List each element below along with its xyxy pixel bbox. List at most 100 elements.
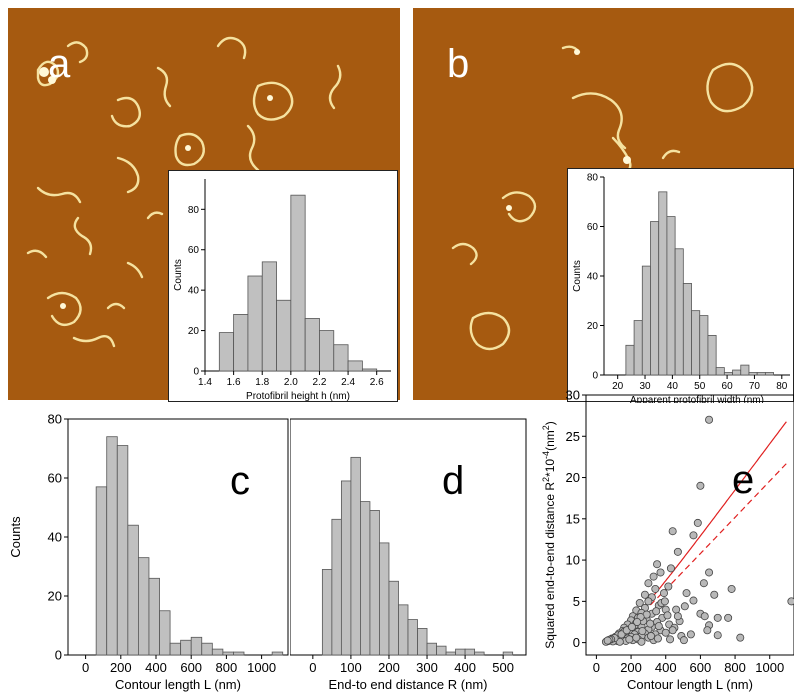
x-axis-label-c: Contour length L (nm) <box>115 677 241 692</box>
scatter-point-17 <box>713 613 722 622</box>
bar-b-10 <box>707 334 717 376</box>
bar-c-13 <box>233 651 245 656</box>
scatter-point-115 <box>679 636 688 645</box>
histogram-b-svg: 20 30 40 50 60 70 80 0 20 40 60 80 Apparent protofib… <box>572 173 790 403</box>
bar-a-4 <box>276 299 292 372</box>
y-tick-label-c-3: 60 <box>48 471 62 486</box>
x-tick-label-c-5: 1000 <box>247 660 276 675</box>
bar-a-1 <box>233 314 249 372</box>
scatter-point-7 <box>666 564 675 573</box>
y-axis-label-e-part-0: Squared end-to-end distance R <box>543 482 557 649</box>
bar-d-4 <box>360 501 371 656</box>
bar-c-12 <box>222 651 234 656</box>
x-tick-label-d-3: 300 <box>416 660 438 675</box>
scatter-point-8 <box>705 568 714 577</box>
y-axis-label-c: Counts <box>8 516 23 558</box>
bar-a-10 <box>361 368 378 372</box>
x-tick-label-a-4: 2.2 <box>313 377 327 388</box>
scatter-e-svg: 0 200 400 600 800 1000 0 5 10 15 20 25 30 Contour len… <box>541 390 794 692</box>
x-axis-label-a: Protofibril height h (nm) <box>246 391 350 402</box>
scatter-point-0 <box>787 597 794 606</box>
y-axis-label-e-part-4: (nm <box>543 430 557 451</box>
bar-c-14 <box>271 651 284 656</box>
y-tick-label-b-4: 80 <box>587 173 599 184</box>
scatter-point-5 <box>668 527 677 536</box>
bar-a-5 <box>290 194 306 372</box>
bar-d-2 <box>340 480 352 656</box>
x-tick-label-c-4: 800 <box>216 660 238 675</box>
bar-d-16 <box>474 651 485 656</box>
bar-b-4 <box>658 191 668 376</box>
scatter-point-3 <box>693 518 702 527</box>
bar-c-8 <box>180 639 192 656</box>
bar-d-8 <box>398 604 409 656</box>
scatter-point-118 <box>660 597 669 606</box>
bar-b-9 <box>699 315 709 376</box>
y-tick-label-a-0: 0 <box>193 367 199 378</box>
x-tick-label-b-5: 70 <box>749 381 761 392</box>
y-axis-label-e-part-1: 2 <box>541 477 551 482</box>
x-tick-label-e-5: 1000 <box>755 660 784 675</box>
plot-frame-e <box>585 394 794 656</box>
scatter-point-84 <box>625 635 634 644</box>
bar-b-5 <box>666 216 676 376</box>
x-tick-label-d-4: 400 <box>454 660 476 675</box>
scatter-point-26 <box>649 572 658 581</box>
histogram-d-svg: 0 100 200 300 400 500 End-to end distance R (n… <box>290 418 527 692</box>
scatter-point-91 <box>654 622 663 631</box>
scatter-point-30 <box>640 590 649 599</box>
y-tick-label-e-6: 30 <box>566 390 580 403</box>
y-axis-label-e-part-5: 2 <box>541 425 551 430</box>
y-tick-label-b-2: 40 <box>587 272 599 283</box>
histogram-d: 0 100 200 300 400 500 End-to end distance R (n… <box>290 405 530 694</box>
panel-label-d: d <box>442 459 465 503</box>
x-tick-label-b-1: 30 <box>639 381 651 392</box>
bar-b-16 <box>756 372 766 376</box>
x-tick-label-a-3: 2.0 <box>284 377 298 388</box>
scatter-point-21 <box>700 612 709 621</box>
bar-b-12 <box>723 372 733 376</box>
scatter-point-117 <box>673 612 682 621</box>
y-tick-label-e-4: 20 <box>566 470 580 485</box>
y-tick-label-a-2: 40 <box>188 286 200 297</box>
bar-c-6 <box>159 610 171 656</box>
bar-d-9 <box>407 619 418 656</box>
bar-b-14 <box>740 364 750 376</box>
x-tick-label-d-2: 200 <box>378 660 400 675</box>
bar-c-10 <box>201 642 213 656</box>
scatter-point-10 <box>727 584 736 593</box>
scatter-point-27 <box>644 579 653 588</box>
bar-d-15 <box>464 648 476 656</box>
scatter-point-6 <box>673 547 682 556</box>
panel-label-c: c <box>230 459 250 503</box>
scatter-e: 0 200 400 600 800 1000 0 5 10 15 20 25 30 Contour len… <box>540 390 794 694</box>
bar-a-9 <box>347 360 363 372</box>
y-tick-label-c-2: 40 <box>48 530 62 545</box>
scatter-point-29 <box>660 589 669 598</box>
x-tick-label-c-3: 600 <box>180 660 202 675</box>
scatter-point-103 <box>627 622 636 631</box>
y-tick-label-c-1: 20 <box>48 589 62 604</box>
bar-b-1 <box>633 320 643 376</box>
fit-curve-dashed <box>603 463 787 642</box>
x-tick-label-e-4: 800 <box>724 660 746 675</box>
scatter-point-87 <box>661 628 670 637</box>
scatter-point-111 <box>653 634 662 643</box>
scatter-point-116 <box>668 626 677 635</box>
fit-curve-solid <box>603 421 787 642</box>
scatter-point-92 <box>646 619 655 628</box>
histogram-c-svg: 0 200 400 600 800 1000 0 20 40 60 80 Contour length… <box>8 412 289 692</box>
y-tick-label-b-0: 0 <box>592 371 598 382</box>
bar-d-12 <box>436 645 447 656</box>
x-axis-label-d: End-to end distance R (nm) <box>329 677 488 692</box>
bar-c-3 <box>127 524 139 656</box>
histogram-a: 1.4 1.6 1.8 2.0 2.2 2.4 2.6 0 20 40 60 80 Protofibri… <box>168 170 398 402</box>
scatter-point-100 <box>603 636 612 645</box>
y-tick-label-a-4: 80 <box>188 205 200 216</box>
panel-label-b: b <box>447 42 470 86</box>
y-axis-label-e-part-6: ) <box>543 421 557 425</box>
scatter-point-107 <box>652 607 661 616</box>
scatter-point-32 <box>644 597 653 606</box>
y-axis-label-e-part-2: *10 <box>543 459 557 477</box>
